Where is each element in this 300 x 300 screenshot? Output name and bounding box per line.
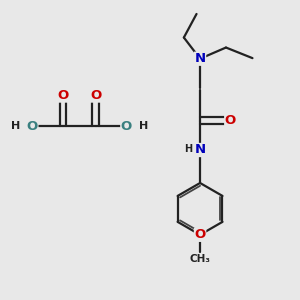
Text: O: O (27, 120, 38, 133)
Text: H: H (184, 143, 192, 154)
Text: O: O (194, 228, 206, 241)
Text: H: H (11, 122, 20, 131)
Text: CH₃: CH₃ (190, 254, 211, 264)
Text: O: O (121, 120, 132, 133)
Text: O: O (90, 89, 101, 102)
Text: N: N (194, 143, 206, 157)
Text: O: O (225, 114, 236, 127)
Text: N: N (194, 52, 206, 65)
Text: H: H (139, 122, 148, 131)
Text: O: O (58, 89, 69, 102)
